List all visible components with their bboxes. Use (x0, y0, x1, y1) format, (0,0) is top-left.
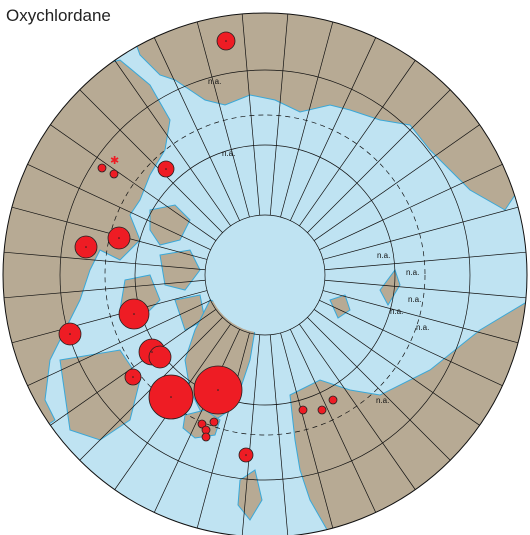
svg-text:✱: ✱ (110, 154, 119, 167)
meridian-line (299, 60, 416, 227)
meridian-line (50, 309, 217, 426)
meridian-line (114, 60, 231, 227)
land-archipelago-2 (159, 249, 201, 291)
meridian-line (324, 251, 527, 271)
meridian-line (241, 13, 261, 216)
meridian-line (313, 309, 480, 426)
meridian-line (196, 332, 250, 529)
latitude-circle-60 (59, 69, 471, 481)
meridian-line (319, 163, 503, 250)
meridian-line (324, 279, 527, 299)
not-available-labels: n.a. n.a. n.a. n.a. n.a. n.a. n.a. n.a. (208, 77, 429, 405)
meridian-line (27, 163, 211, 250)
marker-centers (69, 40, 247, 456)
meridian-line (299, 323, 416, 490)
red-circle-icon (201, 432, 211, 442)
na-label: n.a. (390, 307, 403, 316)
meridian-line (280, 21, 334, 218)
meridian-line (322, 206, 519, 260)
meridian-line (269, 334, 289, 535)
meridian-line (153, 329, 240, 513)
meridian-line (27, 300, 211, 387)
na-label: n.a. (408, 295, 421, 304)
meridian-line (290, 37, 377, 221)
meridian-line (3, 279, 206, 299)
meridian-line (3, 251, 206, 271)
meridian-line (313, 124, 480, 241)
polar-ocean (207, 217, 323, 333)
red-circle-icon (148, 345, 172, 369)
meridian-line (307, 89, 451, 233)
markers (58, 31, 338, 463)
meridian-line (319, 300, 503, 387)
na-label: n.a. (376, 396, 389, 405)
land-uk (237, 469, 263, 521)
meridian-line (196, 21, 250, 218)
meridian-line (153, 37, 240, 221)
red-circle-icon (328, 395, 338, 405)
meridian-line (11, 290, 208, 344)
map-title: Oxychlordane (6, 6, 111, 25)
red-circle-icon (197, 419, 207, 429)
meridian-line (322, 290, 519, 344)
na-label: n.a. (416, 323, 429, 332)
red-star-icon: ✱ (110, 154, 119, 167)
meridian-line (290, 329, 377, 513)
na-label: n.a. (406, 268, 419, 277)
na-label: n.a. (377, 251, 390, 260)
land-labrador (59, 349, 141, 441)
latitude-circle-80 (204, 214, 326, 336)
meridian-line (280, 332, 334, 529)
red-circle-icon (209, 417, 219, 427)
na-label: n.a. (208, 77, 221, 86)
red-circle-icon (298, 405, 308, 415)
meridian-line (307, 317, 451, 461)
latitude-circle-70 (134, 144, 396, 406)
graticule (3, 13, 527, 535)
meridian-line (269, 13, 289, 216)
meridian-line (50, 124, 217, 241)
red-circle-icon (109, 169, 119, 179)
meridians (3, 13, 527, 535)
meridian-line (79, 89, 223, 233)
red-circle-icon (97, 163, 107, 173)
red-circle-icon (317, 405, 327, 415)
na-label: n.a. (222, 149, 235, 158)
meridian-line (241, 334, 261, 535)
map-border (2, 12, 528, 535)
arctic-circle (104, 114, 426, 436)
